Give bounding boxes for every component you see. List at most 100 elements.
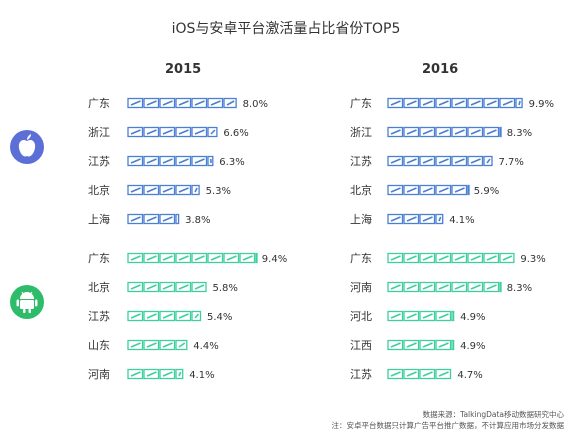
value-label: 4.9%	[460, 312, 485, 323]
bar-segment	[419, 126, 436, 138]
bar-segment	[143, 339, 160, 351]
bar-segment	[387, 155, 404, 167]
bar-stroke	[130, 187, 141, 193]
android-icon	[16, 291, 38, 313]
bar-stroke	[130, 216, 141, 222]
bar-stroke	[422, 313, 433, 319]
value-label: 8.0%	[243, 99, 268, 110]
bar-stroke	[422, 371, 433, 377]
bar-segment	[127, 339, 144, 351]
bar-stroke	[162, 313, 173, 319]
value-label: 4.7%	[457, 370, 482, 381]
bar-segment	[435, 213, 444, 225]
bar	[127, 213, 180, 225]
year-label-2016: 2016	[422, 62, 459, 77]
bar-segment	[191, 97, 208, 109]
bar-segment	[127, 126, 144, 138]
bar	[387, 155, 493, 167]
bar-stroke	[454, 129, 465, 135]
bar	[127, 97, 237, 109]
bar-stroke	[130, 255, 141, 261]
bar-segment	[175, 368, 184, 380]
bar-stroke	[470, 158, 481, 164]
bar-segment	[403, 252, 420, 264]
category-label: 浙江	[88, 126, 110, 139]
bar	[127, 368, 184, 380]
bar-segment	[175, 281, 192, 293]
bar-segment	[387, 184, 404, 196]
value-label: 4.1%	[449, 215, 474, 226]
category-label: 河南	[88, 368, 110, 381]
bar-segment	[499, 252, 515, 264]
bar-segment	[175, 155, 192, 167]
category-label: 河北	[350, 310, 372, 323]
category-label: 山东	[88, 339, 110, 352]
bar-stroke	[178, 187, 189, 193]
bar-stroke	[470, 284, 481, 290]
bar-segment	[387, 339, 404, 351]
bar-segment	[127, 213, 144, 225]
bar-segment	[127, 310, 144, 322]
bar-stroke	[178, 284, 189, 290]
bar-segment	[403, 213, 420, 225]
bar-segment	[127, 281, 144, 293]
bar-segment	[403, 281, 420, 293]
category-label: 上海	[88, 212, 110, 226]
bar-segment	[467, 97, 484, 109]
bar-stroke	[406, 342, 417, 348]
bar-stroke	[406, 216, 417, 222]
bar-stroke	[210, 255, 221, 261]
bar-stroke	[162, 100, 173, 106]
bar	[127, 339, 188, 351]
bar-segment	[387, 252, 404, 264]
bar	[387, 368, 452, 380]
bar-stroke	[162, 129, 173, 135]
bar-segment	[483, 155, 493, 167]
bar-stroke	[470, 100, 481, 106]
bar	[387, 213, 444, 225]
bar-segment	[483, 281, 500, 293]
bar-segment	[515, 97, 523, 109]
bar-segment	[127, 184, 144, 196]
bar-segment	[159, 252, 176, 264]
bar-stroke	[406, 100, 417, 106]
bar-segment	[191, 310, 202, 322]
bar-stroke	[454, 158, 465, 164]
bar-stroke	[486, 255, 497, 261]
bar-stroke	[422, 187, 433, 193]
bar-segment	[143, 281, 160, 293]
bar-stroke	[422, 129, 433, 135]
bar-stroke	[162, 371, 173, 377]
category-label: 广东	[88, 97, 110, 110]
bar-stroke	[162, 342, 173, 348]
bar	[127, 155, 214, 167]
bar-segment	[499, 97, 516, 109]
bar-segment	[451, 281, 468, 293]
bar-stroke	[162, 216, 173, 222]
bar-segment	[143, 252, 160, 264]
bar-segment	[127, 252, 144, 264]
bar-stroke	[146, 129, 157, 135]
bar-segment	[403, 126, 420, 138]
bar-stroke	[406, 129, 417, 135]
bar-stroke	[146, 284, 157, 290]
bar-stroke	[178, 371, 182, 377]
bar-stroke	[438, 284, 449, 290]
bar-stroke	[390, 216, 401, 222]
bar-segment	[419, 368, 436, 380]
category-label: 北京	[88, 280, 110, 294]
bar-segment	[451, 339, 455, 351]
bar-segment	[483, 97, 500, 109]
bar-segment	[191, 126, 208, 138]
bar-stroke	[438, 255, 449, 261]
value-label: 9.4%	[262, 254, 287, 265]
bar-stroke	[390, 255, 401, 261]
bar-segment	[483, 252, 500, 264]
bar-stroke	[406, 371, 417, 377]
bar-stroke	[178, 342, 186, 348]
bar-stroke	[454, 187, 465, 193]
bar-stroke	[146, 255, 157, 261]
bar-segment	[143, 184, 160, 196]
bar-stroke	[438, 129, 449, 135]
bar-segment	[403, 310, 420, 322]
